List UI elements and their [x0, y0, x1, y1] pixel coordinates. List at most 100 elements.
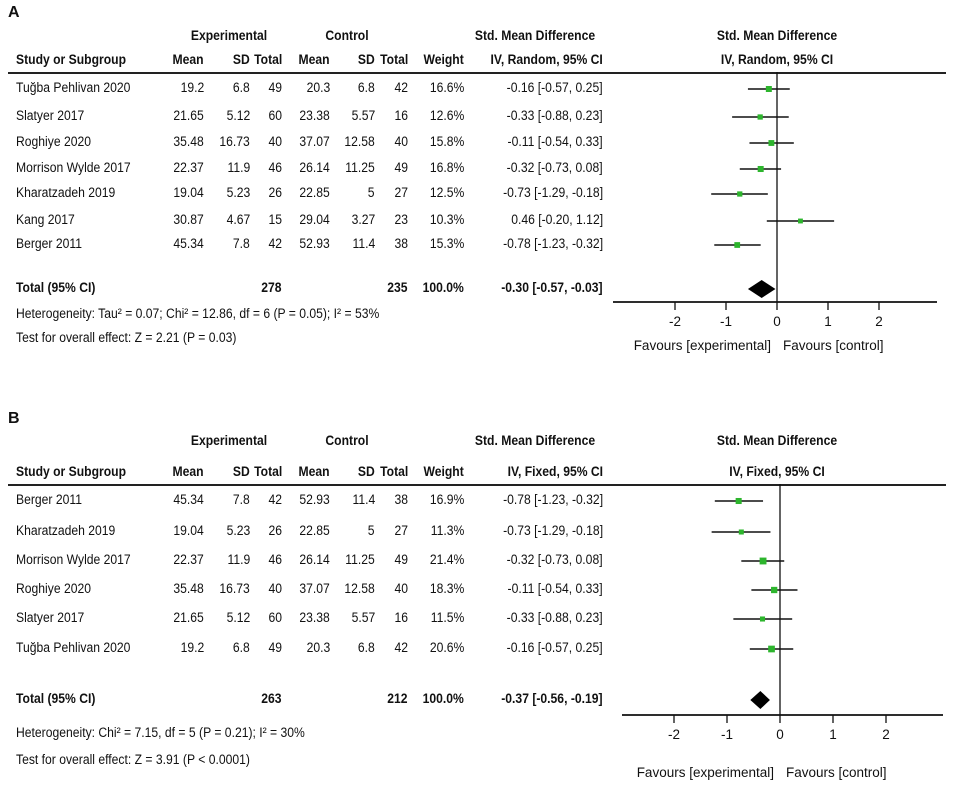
- x-tick-label: -2: [668, 727, 680, 742]
- exp-sd-header: SD: [233, 464, 250, 479]
- cell-em: 19.04: [173, 185, 204, 200]
- cell-em: 30.87: [173, 212, 204, 227]
- cell-cm: 37.07: [299, 134, 330, 149]
- x-tick-label: 2: [882, 727, 890, 742]
- x-tick-label: 0: [776, 727, 784, 742]
- cell-et: 49: [268, 80, 282, 95]
- control-header: Control: [325, 28, 369, 43]
- study-name: Roghiye 2020: [16, 134, 91, 149]
- cell-ci: -0.78 [-1.23, -0.32]: [503, 492, 603, 507]
- overall-effect: Test for overall effect: Z = 3.91 (P < 0…: [16, 752, 250, 767]
- cell-esd: 7.8: [233, 236, 250, 251]
- study-marker: [757, 114, 763, 120]
- method-plot-header: IV, Random, 95% CI: [720, 52, 834, 67]
- cell-em: 45.34: [173, 236, 204, 251]
- cell-et: 42: [268, 492, 282, 507]
- cell-ct: 16: [394, 610, 408, 625]
- study-header: Study or Subgroup: [16, 464, 127, 479]
- cell-et: 15: [268, 212, 282, 227]
- cell-csd: 5.57: [351, 108, 375, 123]
- x-tick-label: 2: [875, 314, 883, 329]
- study-marker: [737, 191, 743, 197]
- cell-cm: 20.3: [306, 640, 330, 655]
- cell-em: 35.48: [173, 134, 204, 149]
- cell-csd: 11.25: [345, 160, 375, 175]
- cell-ct: 38: [394, 492, 408, 507]
- cell-cm: 52.93: [299, 236, 330, 251]
- exp-mean-header: Mean: [172, 464, 204, 479]
- pooled-diamond: [747, 280, 776, 298]
- total-exp: 278: [261, 280, 282, 295]
- cell-cm: 23.38: [299, 108, 330, 123]
- x-tick-label: -2: [669, 314, 681, 329]
- cell-cm: 29.04: [299, 212, 330, 227]
- cell-et: 46: [268, 160, 282, 175]
- total-ci: -0.30 [-0.57, -0.03]: [501, 280, 603, 295]
- cell-ci: -0.16 [-0.57, 0.25]: [507, 80, 603, 95]
- cell-csd: 11.25: [345, 552, 375, 567]
- cell-csd: 6.8: [358, 640, 375, 655]
- total-ctl: 212: [387, 691, 408, 706]
- panel-label: A: [8, 4, 20, 21]
- heterogeneity: Heterogeneity: Tau² = 0.07; Chi² = 12.86…: [16, 306, 380, 321]
- study-name: Slatyer 2017: [16, 108, 85, 123]
- ctl-mean-header: Mean: [298, 52, 330, 67]
- study-marker: [765, 86, 772, 92]
- x-tick-label: -1: [720, 314, 732, 329]
- total-label: Total (95% CI): [16, 691, 96, 706]
- cell-csd: 3.27: [351, 212, 375, 227]
- header-rule: [8, 484, 946, 486]
- cell-csd: 5.57: [351, 610, 375, 625]
- cell-csd: 11.4: [352, 236, 375, 251]
- smd-header: Std. Mean Difference: [474, 433, 596, 448]
- cell-w: 15.8%: [429, 134, 464, 149]
- cell-csd: 5: [368, 523, 375, 538]
- pooled-diamond: [750, 691, 770, 709]
- heterogeneity: Heterogeneity: Chi² = 7.15, df = 5 (P = …: [16, 725, 305, 740]
- cell-ct: 23: [394, 212, 408, 227]
- study-name: Tuğba Pehlivan 2020: [16, 80, 131, 95]
- cell-ct: 27: [394, 185, 408, 200]
- smd-plot-header: Std. Mean Difference: [716, 433, 838, 448]
- cell-em: 22.37: [173, 160, 204, 175]
- study-marker: [738, 529, 744, 535]
- overall-effect: Test for overall effect: Z = 2.21 (P = 0…: [16, 330, 237, 345]
- study-name: Morrison Wylde 2017: [16, 160, 131, 175]
- total-exp: 263: [261, 691, 282, 706]
- cell-cm: 20.3: [306, 80, 330, 95]
- cell-w: 20.6%: [429, 640, 464, 655]
- total-ctl: 235: [387, 280, 408, 295]
- cell-ct: 49: [394, 160, 408, 175]
- control-header: Control: [325, 433, 369, 448]
- total-ci: -0.37 [-0.56, -0.19]: [501, 691, 603, 706]
- study-marker: [759, 557, 767, 565]
- smd-plot-header: Std. Mean Difference: [716, 28, 838, 43]
- cell-ci: -0.32 [-0.73, 0.08]: [507, 552, 603, 567]
- panel-b: B Experimental Control Std. Mean Difference…: [0, 395, 957, 802]
- ctl-sd-header: SD: [358, 464, 375, 479]
- cell-esd: 7.8: [233, 492, 250, 507]
- exp-total-header: Total: [253, 464, 282, 479]
- panel-a: A Experimental Control Std. Mean Difference…: [0, 0, 957, 395]
- ctl-sd-header: SD: [358, 52, 375, 67]
- cell-cm: 37.07: [299, 581, 330, 596]
- cell-em: 35.48: [173, 581, 204, 596]
- smd-header: Std. Mean Difference: [474, 28, 596, 43]
- method-plot-header: IV, Fixed, 95% CI: [729, 464, 825, 479]
- forest-plot: -2 -1 0 1 2 Favours [experimental] Favours [co…: [613, 72, 937, 353]
- exp-mean-header: Mean: [172, 52, 204, 67]
- cell-ct: 42: [394, 640, 408, 655]
- favours-experimental: Favours [experimental]: [634, 338, 771, 353]
- cell-w: 12.6%: [429, 108, 464, 123]
- x-tick-label: 1: [829, 727, 837, 742]
- ctl-mean-header: Mean: [298, 464, 330, 479]
- total-weight: 100.0%: [422, 691, 464, 706]
- cell-w: 10.3%: [429, 212, 464, 227]
- total-weight: 100.0%: [422, 280, 464, 295]
- study-name: Berger 2011: [16, 236, 82, 251]
- cell-ct: 40: [394, 581, 408, 596]
- cell-em: 22.37: [173, 552, 204, 567]
- cell-et: 49: [268, 640, 282, 655]
- cell-em: 19.2: [180, 80, 204, 95]
- header-rule: [8, 72, 946, 74]
